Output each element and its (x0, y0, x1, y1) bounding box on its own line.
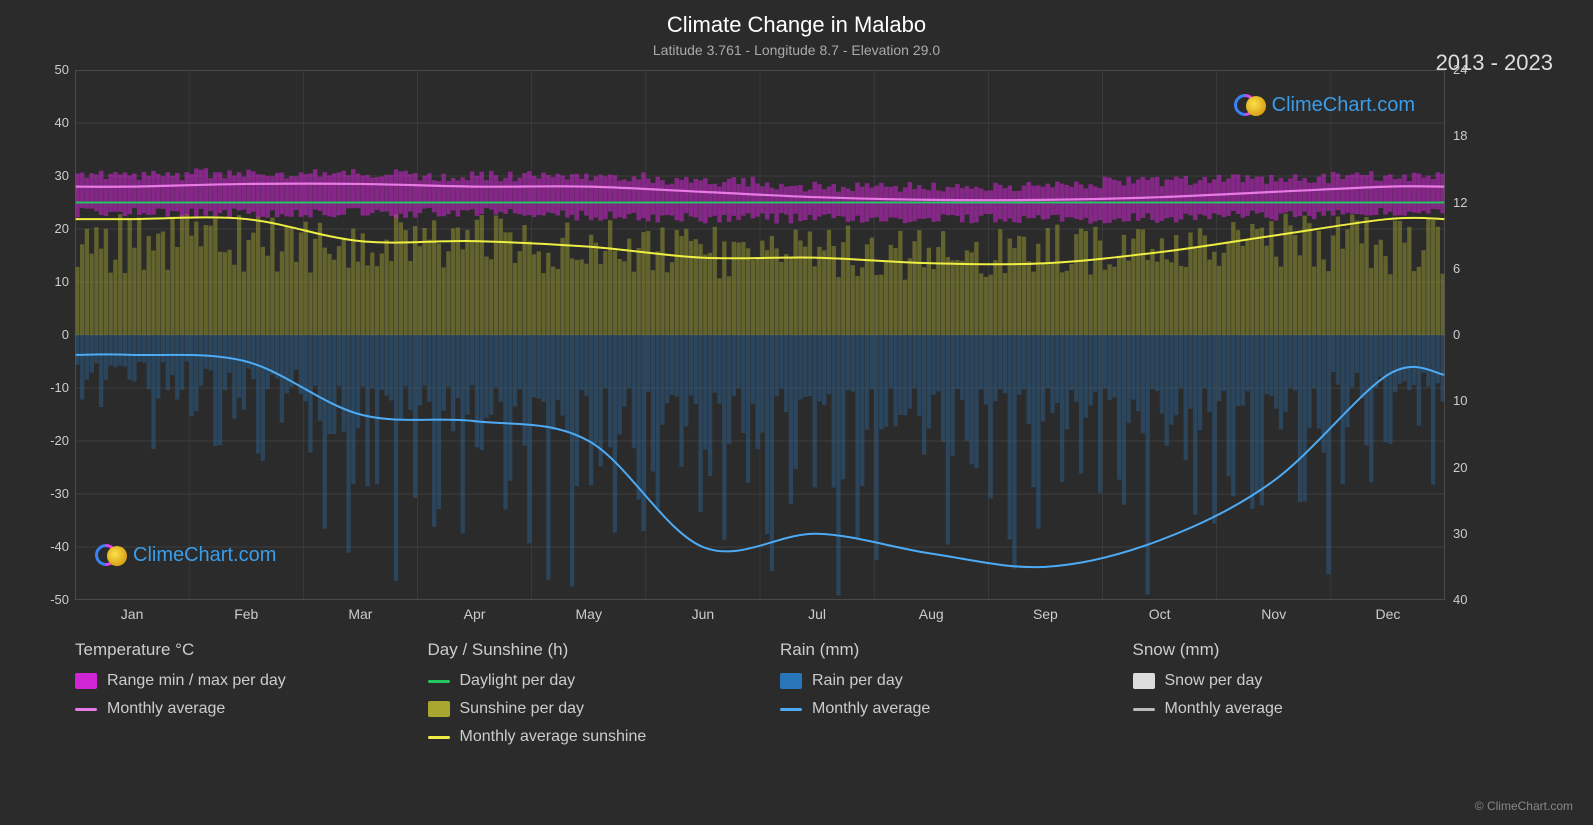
plot-svg (75, 70, 1445, 600)
right-tick: 10 (1453, 393, 1483, 408)
legend: Temperature °C Range min / max per day Mo… (75, 640, 1445, 756)
legend-label: Monthly average (107, 700, 225, 718)
right-tick: 18 (1453, 128, 1483, 143)
legend-swatch (780, 673, 802, 689)
month-tick: Jan (112, 606, 152, 622)
month-tick: Feb (226, 606, 266, 622)
legend-swatch (780, 708, 802, 711)
legend-col-rain: Rain (mm) Rain per day Monthly average (780, 640, 1093, 756)
left-tick: 0 (39, 327, 69, 342)
legend-label: Monthly average (1165, 700, 1283, 718)
legend-swatch (1133, 708, 1155, 711)
month-tick: Dec (1368, 606, 1408, 622)
legend-col-temperature: Temperature °C Range min / max per day Mo… (75, 640, 388, 756)
legend-swatch (428, 701, 450, 717)
month-tick: Sep (1025, 606, 1065, 622)
plot-area: ClimeChart.com ClimeChart.com (75, 70, 1445, 600)
watermark-logo-icon (1234, 90, 1264, 120)
left-tick: 10 (39, 274, 69, 289)
climate-chart: Climate Change in Malabo Latitude 3.761 … (0, 0, 1593, 825)
month-tick: Jun (683, 606, 723, 622)
legend-col-sunshine: Day / Sunshine (h) Daylight per day Sunsh… (428, 640, 741, 756)
month-tick: Oct (1140, 606, 1180, 622)
legend-item: Rain per day (780, 672, 1093, 690)
legend-item: Range min / max per day (75, 672, 388, 690)
legend-label: Daylight per day (460, 672, 576, 690)
legend-heading: Day / Sunshine (h) (428, 640, 741, 660)
right-tick: 6 (1453, 261, 1483, 276)
right-tick: 40 (1453, 592, 1483, 607)
watermark-logo-icon (95, 540, 125, 570)
legend-label: Monthly average (812, 700, 930, 718)
legend-label: Monthly average sunshine (460, 728, 647, 746)
left-tick: 30 (39, 168, 69, 183)
copyright-text: © ClimeChart.com (1475, 799, 1573, 813)
left-tick: -50 (39, 592, 69, 607)
legend-swatch (1133, 673, 1155, 689)
month-tick: Aug (911, 606, 951, 622)
legend-swatch (75, 673, 97, 689)
left-tick: 40 (39, 115, 69, 130)
legend-swatch (428, 680, 450, 683)
chart-subtitle: Latitude 3.761 - Longitude 8.7 - Elevati… (0, 42, 1593, 58)
watermark-text: ClimeChart.com (133, 544, 276, 567)
legend-label: Snow per day (1165, 672, 1263, 690)
legend-item: Monthly average (1133, 700, 1446, 718)
right-tick: 30 (1453, 526, 1483, 541)
legend-heading: Snow (mm) (1133, 640, 1446, 660)
legend-col-snow: Snow (mm) Snow per day Monthly average (1133, 640, 1446, 756)
legend-label: Range min / max per day (107, 672, 286, 690)
month-tick: Apr (455, 606, 495, 622)
legend-item: Snow per day (1133, 672, 1446, 690)
legend-heading: Temperature °C (75, 640, 388, 660)
right-tick: 12 (1453, 195, 1483, 210)
month-tick: Mar (340, 606, 380, 622)
legend-label: Sunshine per day (460, 700, 585, 718)
left-tick: -40 (39, 539, 69, 554)
left-tick: 20 (39, 221, 69, 236)
right-tick: 0 (1453, 327, 1483, 342)
legend-item: Sunshine per day (428, 700, 741, 718)
title-area: Climate Change in Malabo Latitude 3.761 … (0, 0, 1593, 58)
legend-item: Monthly average (75, 700, 388, 718)
month-tick: May (569, 606, 609, 622)
legend-label: Rain per day (812, 672, 903, 690)
legend-item: Monthly average (780, 700, 1093, 718)
watermark-text: ClimeChart.com (1272, 94, 1415, 117)
legend-swatch (428, 736, 450, 739)
chart-title: Climate Change in Malabo (0, 12, 1593, 38)
left-tick: 50 (39, 62, 69, 77)
legend-heading: Rain (mm) (780, 640, 1093, 660)
right-tick: 24 (1453, 62, 1483, 77)
left-tick: -20 (39, 433, 69, 448)
legend-swatch (75, 708, 97, 711)
legend-item: Monthly average sunshine (428, 728, 741, 746)
month-tick: Jul (797, 606, 837, 622)
watermark-bottom: ClimeChart.com (95, 540, 276, 570)
right-tick: 20 (1453, 460, 1483, 475)
left-tick: -30 (39, 486, 69, 501)
legend-item: Daylight per day (428, 672, 741, 690)
watermark-top: ClimeChart.com (1234, 90, 1415, 120)
month-tick: Nov (1254, 606, 1294, 622)
left-tick: -10 (39, 380, 69, 395)
